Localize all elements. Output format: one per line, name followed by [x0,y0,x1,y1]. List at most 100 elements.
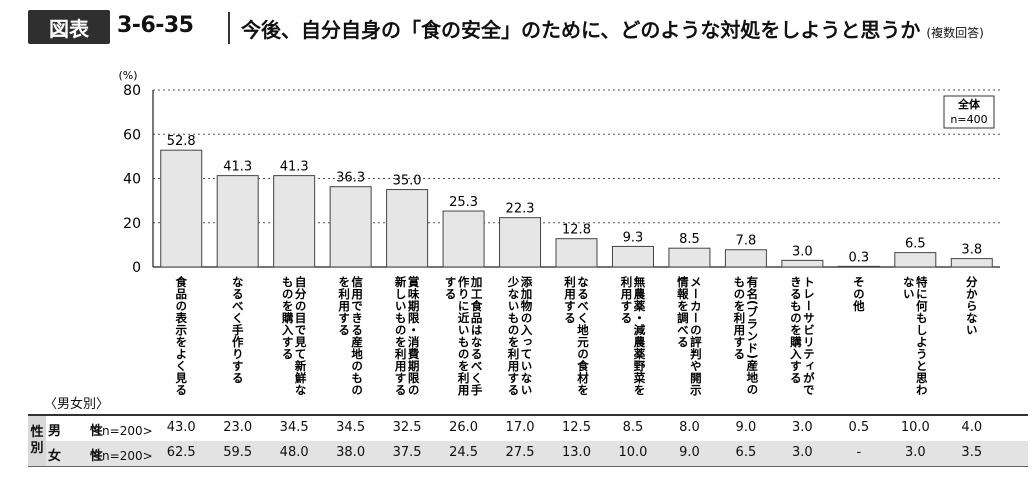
x-category-label: を利用する [337,276,351,336]
bar [216,175,259,268]
bar-value-label: 3.0 [792,244,813,259]
bar-value-label: 41.3 [223,160,252,175]
bar [724,249,767,268]
bar-value-label: 0.3 [848,250,869,265]
table-cell: 8.0 [679,420,700,435]
bar [668,247,711,268]
table-cell: - [856,445,862,460]
x-category-label: 食品の表示をよく見る [174,275,188,396]
figure-title-bar: 図表 3-6-35 今後、自分自身の「食の安全」のために、どのような対処をしよう… [28,10,1018,46]
x-category-label: きるものを購入する [789,276,803,384]
y-tick-label: 80 [123,83,141,99]
bar [499,217,542,268]
bar [837,265,880,268]
bar [894,252,937,268]
x-category-label: ものを購入する [281,276,295,360]
x-category-label: トレーサビリティがで [802,276,816,396]
table-cell: 32.5 [392,420,422,435]
x-category-label: 分からない [965,275,979,336]
x-category-label: なるべく手作りする [231,276,245,384]
x-category-label: 利用する [619,275,633,324]
bar-value-label: 41.3 [280,160,309,175]
bar [950,258,993,268]
figure-badge: 図表 [28,10,110,44]
row-sample-size: <n=200> [92,449,153,463]
side-label-bottom: 別 [30,441,44,456]
table-cell: 13.0 [562,445,591,460]
bar-value-label: 6.5 [905,237,926,252]
table-cell: 26.0 [449,420,479,435]
y-tick-label: 40 [123,172,141,188]
x-category-label: 利用する [563,275,577,324]
table-cell: 37.5 [392,445,422,460]
x-category-label: 加工食品はなるべく手 [470,275,484,396]
legend-sample-size: n=400 [950,113,987,126]
bar-value-label: 12.8 [562,223,591,238]
table-cell: 38.0 [336,445,366,460]
x-category-label: 有名(ブランド)産地の [745,275,759,395]
x-category-label: 無農薬・減農薬野菜を [632,275,646,396]
bar-value-label: 7.8 [736,234,757,249]
bar-value-label: 25.3 [449,195,478,210]
bar [386,189,429,268]
x-category-label: する [444,276,458,300]
table-cell: 10.0 [618,445,648,460]
x-category-label: ない [902,276,916,300]
bar-value-label: 35.0 [393,174,422,189]
bar-value-label: 8.5 [679,232,700,247]
bar-chart: (%) 0 20 40 60 80 52.8 食品の表示をよく見る 41.3 なるべく手作りする 4… [118,69,1000,400]
breakdown-table: 男 性<n=200> 43.0 23.0 34.5 34.5 32.5 26.0 17.0 1… [28,414,1028,467]
chart-title: 今後、自分自身の「食の安全」のために、どのような対処をしようと思うか (複数回答) [241,14,984,43]
table-bottom-rule [28,466,1028,467]
table-cell: 17.0 [505,420,535,435]
x-category-label: なるべく地元の食材を [576,276,590,396]
sex-side-label: 性 別 [28,416,46,466]
x-category-label: 少ないものを利用する [507,275,521,396]
bar [781,259,824,268]
row-sample-size: <n=200> [92,424,153,438]
figure-number: 3-6-35 [117,13,194,38]
table-cell: 48.0 [279,445,309,460]
bar-value-label: 9.3 [623,230,644,245]
row-label-female: 女 性<n=200> [48,445,153,464]
table-cell: 34.5 [336,420,366,435]
table-row-male: 男 性<n=200> 43.0 23.0 34.5 34.5 32.5 26.0 17.0 1… [28,416,1028,441]
table-top-rule [28,414,1028,416]
x-category-label: 新しいものを利用する [394,275,408,396]
table-cell: 34.5 [279,420,309,435]
y-tick-label: 20 [123,216,141,232]
y-tick-label: 60 [123,127,141,143]
bar [160,149,203,268]
bar [555,238,598,268]
breakdown-group-label: 〈男女別〉 [44,397,110,412]
chart-title-note: (複数回答) [926,26,984,40]
bar-value-label: 36.3 [336,171,365,186]
bar [442,210,485,268]
table-cell: 0.5 [848,420,870,435]
table-cell: 24.5 [449,445,479,460]
table-cell: 27.5 [505,445,535,460]
table-cell: 23.0 [223,420,253,435]
legend-series-name: 全体 [957,97,981,111]
title-divider [228,12,230,44]
table-row-female: 女 性<n=200> 62.5 59.5 48.0 38.0 37.5 24.5 27.5 1… [28,441,1028,466]
chart-title-text: 今後、自分自身の「食の安全」のために、どのような対処をしようと思うか [241,18,921,42]
y-tick-label: 0 [132,260,141,276]
bar-value-label: 52.8 [167,134,196,149]
bar [273,175,316,268]
x-category-label: ものを利用する [732,276,746,360]
side-label-top: 性 [30,425,44,440]
table-cell: 9.0 [735,420,757,435]
x-category-label: 賞味期限・消費期限の [407,275,421,396]
bar [611,245,654,268]
table-cell: 59.5 [223,445,253,460]
x-category-label: 信用できる産地のもの [350,275,364,396]
table-cell: 12.5 [562,420,591,435]
table-cell: 9.0 [679,445,700,460]
x-category-label: 情報を調べる [676,275,690,348]
row-sex-label: 女 性 [48,449,112,464]
table-cell: 3.5 [961,445,983,460]
bar-value-label: 3.8 [961,243,982,258]
legend-box [943,95,995,129]
row-label-male: 男 性<n=200> [48,420,153,439]
